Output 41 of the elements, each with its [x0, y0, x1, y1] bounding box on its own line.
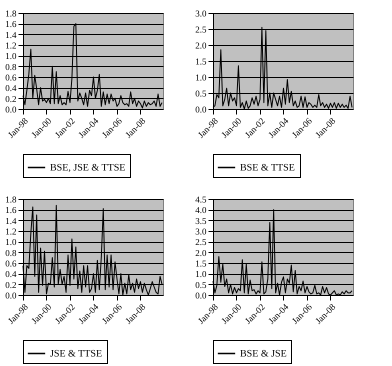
y-tick-label: 3.0 [195, 226, 207, 236]
y-tick-label: 1.0 [195, 269, 207, 280]
y-tick-label: 0.8 [5, 248, 17, 258]
y-tick-label: 0.0 [5, 104, 17, 114]
y-tick-label: 1.4 [5, 216, 17, 226]
y-tick-label: 0.0 [5, 290, 17, 300]
y-tick-label: 0.0 [195, 104, 207, 114]
y-tick-label: 3.0 [195, 8, 207, 18]
legend-label: BSE & JSE [240, 348, 287, 360]
y-tick-label: 3.5 [195, 216, 207, 226]
y-tick-label: 1.0 [195, 72, 207, 82]
y-tick-label: 0.5 [195, 88, 207, 98]
y-tick-label: 0.6 [5, 258, 17, 268]
y-tick-label: 1.5 [195, 56, 207, 66]
y-tick-label: 2.0 [195, 40, 207, 50]
y-tick-label: 0.4 [5, 269, 17, 280]
y-tick-label: 1.0 [5, 237, 17, 248]
y-tick-label: 2.5 [195, 237, 207, 248]
y-tick-label: 1.5 [195, 258, 207, 268]
y-tick-label: 0.0 [195, 290, 207, 300]
y-tick-label: 1.8 [5, 8, 17, 18]
legend-label: JSE & TTSE [50, 348, 102, 360]
y-tick-label: 0.5 [195, 280, 207, 290]
legend-label: BSE & TTSE [240, 162, 295, 174]
y-tick-label: 1.2 [5, 40, 16, 50]
y-tick-label: 1.8 [5, 194, 17, 204]
y-tick-label: 0.2 [5, 280, 16, 290]
y-tick-label: 0.6 [5, 72, 17, 82]
y-tick-label: 0.4 [5, 83, 17, 94]
y-tick-label: 0.8 [5, 62, 17, 72]
y-tick-label: 1.6 [5, 205, 17, 216]
legend-label: BSE, JSE & TTSE [50, 162, 126, 174]
y-tick-label: 1.2 [5, 226, 16, 236]
y-tick-label: 1.0 [5, 51, 17, 62]
y-tick-label: 4.0 [195, 205, 207, 216]
y-tick-label: 2.0 [195, 248, 207, 258]
y-tick-label: 2.5 [195, 24, 207, 34]
y-tick-label: 1.6 [5, 19, 17, 30]
y-tick-label: 0.2 [5, 94, 16, 104]
y-tick-label: 1.4 [5, 30, 17, 40]
y-tick-label: 4.5 [195, 194, 207, 204]
